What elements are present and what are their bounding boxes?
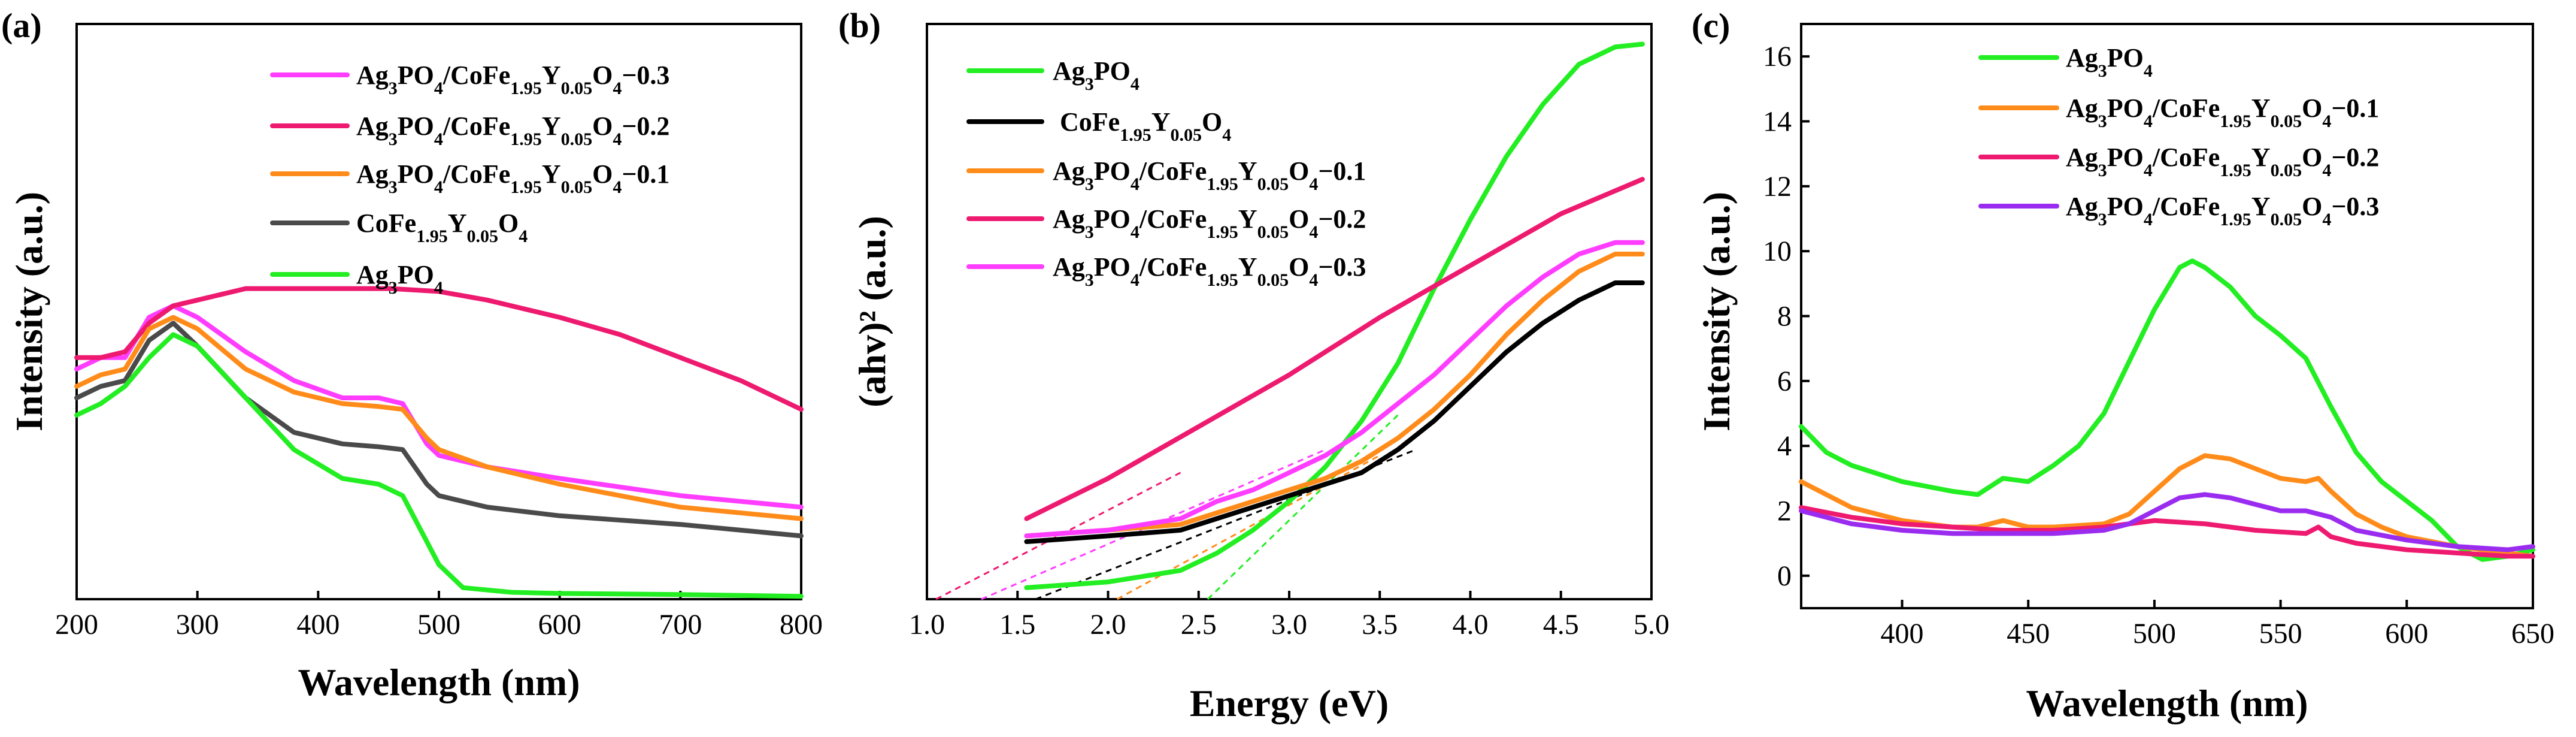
panel-a-label: (a) <box>1 6 42 45</box>
x-tick-label: 1.5 <box>999 609 1035 641</box>
x-tick-label: 3.0 <box>1271 609 1307 641</box>
y-tick-label: 4 <box>1777 430 1792 462</box>
series-line-Ag3PO4/CoFe1.95Y0.05O4-0.2 <box>1024 177 1645 521</box>
panel-a: (a) 200 300 400 500 600 700 800 Wavelength (nm… <box>1 6 823 703</box>
y-tick-label: 6 <box>1777 366 1792 397</box>
x-tick-label: 2.0 <box>1090 609 1126 641</box>
series-line-CoFe1.95Y0.05O4 <box>74 321 804 539</box>
x-tick-label: 500 <box>417 609 460 641</box>
panel-c-label: (c) <box>1692 6 1730 45</box>
series-line-Ag3PO4/CoFe1.95Y0.05O4-0.2 <box>1799 505 2535 559</box>
x-tick-label: 200 <box>55 609 98 641</box>
x-tick-label: 450 <box>2007 618 2050 650</box>
x-tick-label: 400 <box>296 609 340 641</box>
panel-a-series <box>74 286 804 599</box>
tauc-fit-line-1 <box>1035 449 1417 600</box>
panel-b-x-ticks: 1.0 1.5 2.0 2.5 3.0 3.5 4.0 4.5 5.0 <box>909 591 1669 641</box>
y-tick-label: 16 <box>1763 41 1792 73</box>
x-tick-label: 400 <box>1881 618 1924 650</box>
panel-a-x-axis-label: Wavelength (nm) <box>298 661 580 703</box>
panel-c-series <box>1799 258 2535 562</box>
panel-c-x-axis-label: Wavelength (nm) <box>2026 682 2308 724</box>
y-tick-label: 2 <box>1777 496 1792 527</box>
panel-b-label: (b) <box>838 6 881 45</box>
panel-b-y-axis-label: (ahv)² (a.u.) <box>851 216 893 407</box>
x-tick-label: 550 <box>2259 618 2302 650</box>
x-tick-label: 700 <box>659 609 702 641</box>
panel-c-y-ticks: 0 2 4 6 8 10 12 14 16 <box>1763 41 1810 592</box>
x-tick-label: 600 <box>538 609 581 641</box>
series-line-Ag3PO4/CoFe1.95Y0.05O4-0.1 <box>1024 252 1645 539</box>
series-line-Ag3PO4/CoFe1.95Y0.05O4-0.1 <box>74 315 804 521</box>
series-line-Ag3PO4 <box>1799 258 2535 562</box>
x-tick-label: 4.0 <box>1453 609 1489 641</box>
x-tick-label: 3.5 <box>1362 609 1398 641</box>
tauc-fit-line-3 <box>935 472 1181 600</box>
y-tick-label: 0 <box>1777 560 1792 592</box>
x-tick-label: 600 <box>2385 618 2428 650</box>
x-tick-label: 300 <box>176 609 219 641</box>
x-tick-label: 2.5 <box>1181 609 1217 641</box>
series-line-Ag3PO4 <box>1024 41 1645 590</box>
x-tick-label: 650 <box>2511 618 2554 650</box>
x-tick-label: 800 <box>780 609 823 641</box>
y-tick-label: 8 <box>1777 301 1792 333</box>
y-tick-label: 10 <box>1763 235 1792 267</box>
x-tick-label: 5.0 <box>1634 609 1669 641</box>
x-tick-label: 500 <box>2133 618 2176 650</box>
series-line-Ag3PO4/CoFe1.95Y0.05O4-0.3 <box>1024 240 1645 539</box>
panel-c-y-axis-label: Intensity (a.u.) <box>1695 192 1738 431</box>
y-tick-label: 12 <box>1763 171 1792 203</box>
series-line-Ag3PO4 <box>74 332 804 599</box>
x-tick-label: 4.5 <box>1543 609 1579 641</box>
tauc-fit-line-0 <box>1207 414 1399 600</box>
panel-a-x-ticks: 200 300 400 500 600 700 800 <box>55 591 823 641</box>
series-line-Ag3PO4/CoFe1.95Y0.05O4-0.2 <box>74 286 804 412</box>
series-line-Ag3PO4/CoFe1.95Y0.05O4-0.3 <box>1799 492 2535 552</box>
y-tick-label: 14 <box>1763 106 1792 138</box>
panel-c-x-ticks: 400 450 500 550 600 650 <box>1881 600 2554 650</box>
panel-b-x-axis-label: Energy (eV) <box>1190 682 1389 724</box>
x-tick-label: 1.0 <box>909 609 945 641</box>
series-line-CoFe1.95Y0.05O4 <box>1024 280 1645 544</box>
panel-b-series <box>1024 41 1645 590</box>
panel-a-y-axis-label: Intensity (a.u.) <box>8 192 50 431</box>
